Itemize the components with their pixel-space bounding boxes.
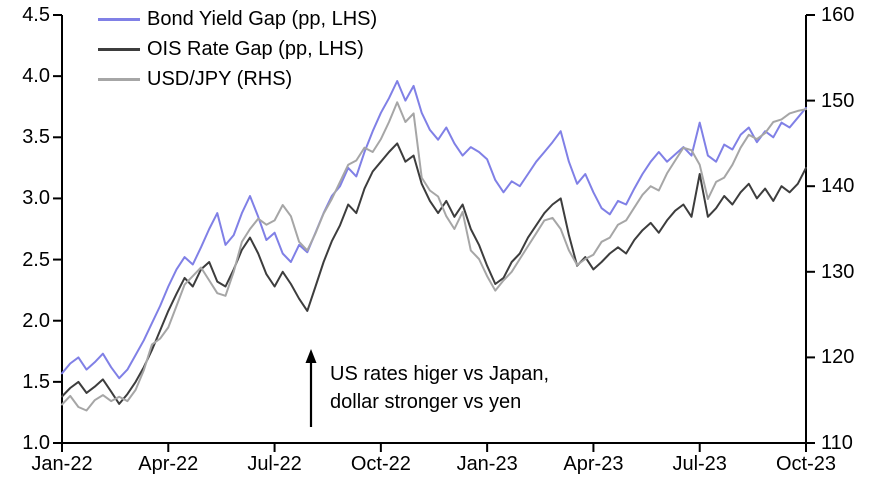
series-layer — [61, 80, 807, 412]
legend-label-bond-yield-gap: Bond Yield Gap (pp, LHS) — [147, 8, 378, 30]
legend-line-swatch-ois-rate-gap — [98, 47, 140, 51]
series-line-usd-jpy-rhs — [61, 101, 807, 412]
axes-layer — [53, 14, 815, 452]
x-axis-tick-label: Jan-22 — [31, 453, 93, 475]
y-axis-right-tick-label: 110 — [821, 432, 853, 454]
x-axis-tick-label: Apr-23 — [563, 453, 624, 475]
legend: Bond Yield Gap (pp, LHS) OIS Rate Gap (p… — [98, 4, 377, 94]
legend-item-usdjpy: USD/JPY (RHS) — [98, 64, 377, 94]
legend-item-ois-rate-gap: OIS Rate Gap (pp, LHS) — [98, 34, 377, 64]
x-axis-tick-label: Oct-23 — [775, 453, 837, 475]
x-axis-tick-label: Jul-22 — [247, 453, 302, 475]
y-axis-right-tick-label: 130 — [821, 260, 855, 283]
annotation-line-2: dollar stronger vs yen — [330, 391, 522, 413]
y-axis-left-tick-label: 2.0 — [22, 309, 50, 332]
annotation-text: US rates higer vs Japan, dollar stronger… — [330, 360, 549, 416]
y-axis-left-tick-label: 2.5 — [22, 248, 50, 271]
x-axis-tick-label: Oct-22 — [350, 453, 411, 475]
legend-label-usdjpy: USD/JPY (RHS) — [147, 68, 293, 90]
annotation-line-1: US rates higer vs Japan, — [330, 363, 549, 385]
x-axis-tick-label: Apr-22 — [138, 453, 199, 475]
y-axis-left-tick-label: 4.5 — [22, 4, 50, 26]
legend-line-swatch-bond-yield-gap — [98, 17, 140, 21]
y-axis-right-tick-label: 120 — [821, 346, 855, 369]
y-axis-right-tick-label: 150 — [821, 89, 855, 112]
legend-item-bond-yield-gap: Bond Yield Gap (pp, LHS) — [98, 4, 377, 34]
legend-line-swatch-usdjpy — [98, 77, 140, 81]
y-axis-left-tick-label: 3.5 — [22, 126, 50, 149]
x-axis-tick-label: Jan-23 — [456, 453, 518, 475]
y-axis-right-tick-label: 140 — [821, 175, 855, 198]
y-axis-right-tick-label: 160 — [821, 4, 855, 26]
y-axis-left-tick-label: 1.0 — [22, 432, 50, 454]
y-axis-left-tick-label: 3.0 — [22, 187, 50, 210]
up-arrow-icon — [305, 349, 317, 427]
series-line-ois-rate-gap-pp-lhs — [61, 142, 807, 405]
x-axis-tick-label: Jul-23 — [672, 453, 727, 475]
y-axis-left-tick-label: 4.0 — [22, 65, 50, 88]
y-axis-left-tick-label: 1.5 — [22, 370, 50, 393]
series-line-bond-yield-gap-pp-lhs — [61, 80, 807, 380]
legend-label-ois-rate-gap: OIS Rate Gap (pp, LHS) — [147, 38, 364, 60]
